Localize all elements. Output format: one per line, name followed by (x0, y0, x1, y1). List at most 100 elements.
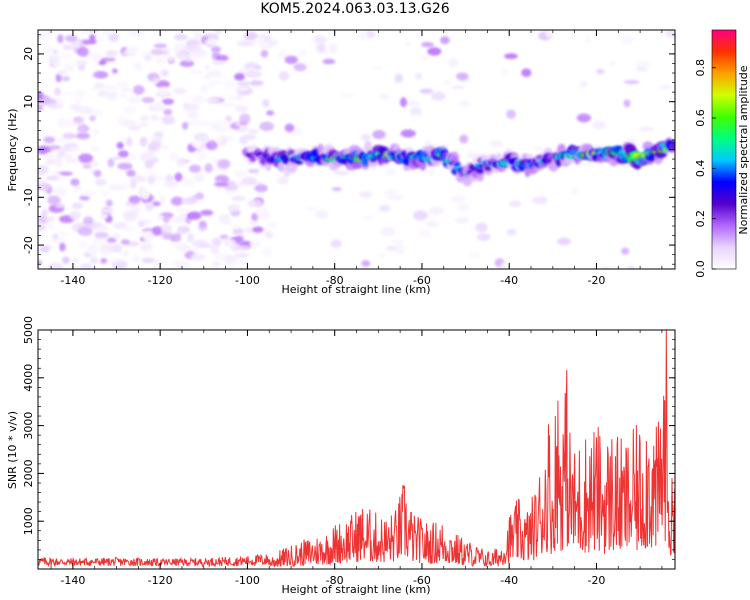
heatmap-noise-cell (62, 256, 70, 264)
heatmap-noise-cell (176, 207, 191, 213)
heatmap-noise-cell (421, 41, 434, 48)
heatmap-noise-cell (532, 146, 545, 151)
heatmap-noise-cell (387, 194, 404, 201)
heatmap-noise-cell (64, 34, 78, 42)
heatmap-noise-cell (100, 208, 116, 213)
heatmap-noise-cell (305, 206, 319, 211)
heatmap-noise-cell (61, 76, 70, 82)
heatmap-noise-cell (106, 237, 117, 243)
heatmap-noise-cell (108, 184, 123, 191)
heatmap-noise-cell (47, 262, 63, 269)
heatmap-noise-cell (223, 102, 235, 107)
heatmap-noise-cell (360, 134, 371, 141)
y-tick-label: 4000 (22, 364, 35, 392)
heatmap-noise-cell (442, 79, 453, 85)
heatmap-noise-cell (454, 216, 470, 224)
heatmap-noise-cell (170, 196, 184, 206)
heatmap-noise-cell (113, 262, 127, 269)
heatmap-noise-cell (52, 61, 61, 68)
heatmap-noise-cell (88, 30, 99, 35)
heatmap-noise-cell (557, 237, 572, 245)
heatmap-noise-cell (592, 120, 607, 130)
x-tick-label: -20 (587, 574, 605, 587)
colorbar-ticks: 0.0 0.2 0.4 0.6 0.8 (694, 59, 716, 278)
heatmap-noise-cell (105, 90, 119, 101)
heatmap-noise-cell (181, 121, 189, 130)
heatmap-noise-cell (99, 251, 112, 257)
heatmap-noise-cell (251, 212, 259, 222)
heatmap-noise-cell (215, 54, 229, 62)
spectrogram-y-ticks: 20 10 0 -10 -20 (22, 34, 675, 265)
heatmap-noise-cell (424, 140, 432, 145)
heatmap-noise-cell (331, 187, 342, 192)
heatmap-noise-cell (217, 159, 231, 169)
heatmap-noise-cell (210, 245, 220, 255)
heatmap-noise-cell (168, 152, 178, 161)
heatmap-noise-cell (105, 199, 113, 207)
heatmap-noise-cell (107, 158, 115, 168)
heatmap-noise-cell (102, 31, 113, 36)
heatmap-noise-cell (224, 190, 237, 196)
heatmap-noise-cell (400, 97, 407, 108)
heatmap-noise-cell (222, 260, 236, 269)
heatmap-noise-cell (38, 182, 51, 192)
heatmap-noise-cell (94, 231, 109, 239)
heatmap-noise-cell (89, 257, 99, 264)
heatmap-noise-cell (635, 60, 651, 69)
heatmap-noise-cell (191, 53, 203, 59)
heatmap-noise-cell (181, 178, 195, 188)
snr-x-ticks: -140 -120 -100 -80 -60 -40 -20 (50, 330, 663, 587)
heatmap-noise-cell (163, 180, 178, 188)
heatmap-noise-cell (247, 129, 259, 134)
heatmap-noise-cell (171, 259, 188, 267)
heatmap-noise-cell (186, 232, 195, 243)
heatmap-noise-cell (55, 73, 62, 83)
heatmap-noise-cell (600, 266, 612, 269)
heatmap-noise-cell (89, 115, 96, 122)
heatmap-noise-cell (174, 172, 183, 182)
heatmap-noise-cell (144, 160, 154, 169)
y-tick-label: 0 (22, 146, 35, 153)
heatmap-noise-cell (623, 79, 640, 85)
heatmap-noise-cell (278, 70, 290, 81)
heatmap-noise-cell (119, 93, 127, 98)
heatmap-noise-cell (500, 262, 508, 269)
heatmap-noise-cell (216, 135, 224, 143)
heatmap-noise-cell (636, 66, 648, 73)
heatmap-noise-cell (73, 116, 85, 125)
heatmap-noise-cell (116, 142, 124, 150)
heatmap-noise-cell (234, 86, 250, 92)
heatmap-noise-cell (623, 99, 631, 108)
heatmap-noise-cell (150, 140, 162, 150)
spectrogram-x-ticks: -140 -120 -100 -80 -60 -40 -20 (50, 30, 663, 287)
heatmap-noise-cell (427, 47, 442, 56)
heatmap-noise-cell (358, 31, 369, 41)
heatmap-noise-cell (96, 34, 104, 43)
heatmap-noise-cell (152, 77, 160, 84)
heatmap-noise-cell (77, 46, 89, 57)
heatmap-noise-cell (489, 140, 504, 148)
heatmap-noise-cell (82, 190, 97, 197)
heatmap-noise-cell (206, 140, 218, 151)
heatmap-noise-cell (99, 243, 115, 254)
heatmap-noise-cell (120, 239, 130, 245)
heatmap-noise-cell (476, 233, 491, 242)
heatmap-noise-cell (266, 222, 278, 229)
heatmap-noise-cell (90, 51, 102, 62)
snr-x-label: Height of straight line (km) (281, 583, 430, 596)
heatmap-noise-cell (41, 209, 49, 216)
heatmap-noise-cell (43, 136, 56, 144)
heatmap-noise-cell (234, 235, 244, 244)
heatmap-noise-cell (126, 96, 142, 104)
heatmap-noise-cell (154, 175, 165, 183)
heatmap-noise-cell (112, 221, 128, 230)
heatmap-signal-cell (483, 165, 493, 171)
heatmap-noise-cell (400, 129, 416, 138)
heatmap-noise-cell (576, 113, 592, 123)
heatmap-noise-cell (57, 34, 64, 44)
heatmap-noise-cell (102, 84, 118, 91)
heatmap-noise-cell (269, 40, 279, 45)
heatmap-noise-cell (231, 195, 247, 201)
heatmap-noise-cell (128, 30, 145, 36)
heatmap-noise-cell (123, 210, 139, 220)
